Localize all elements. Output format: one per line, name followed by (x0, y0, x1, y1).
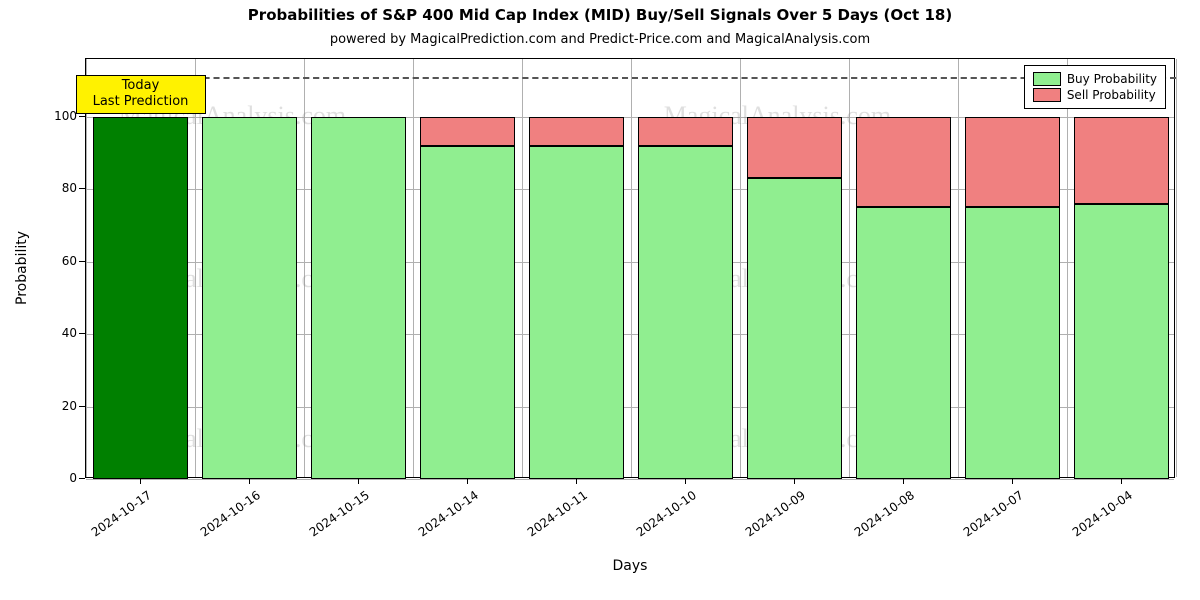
x-axis-label: Days (85, 558, 1175, 574)
y-tick-mark (79, 478, 85, 479)
legend-label: Buy Probability (1067, 72, 1157, 86)
chart-container: Probabilities of S&P 400 Mid Cap Index (… (0, 0, 1200, 600)
x-tick-label: 2024-10-04 (1048, 488, 1135, 555)
bar-buy (420, 146, 516, 479)
gridline-vertical (740, 59, 741, 477)
y-tick-label: 100 (45, 109, 77, 123)
y-tick-label: 80 (45, 181, 77, 195)
bar-sell (747, 117, 843, 179)
y-tick-label: 60 (45, 254, 77, 268)
x-tick-mark (794, 478, 795, 484)
legend-label: Sell Probability (1067, 88, 1156, 102)
x-tick-label: 2024-10-15 (285, 488, 372, 555)
x-tick-mark (576, 478, 577, 484)
x-tick-label: 2024-10-16 (176, 488, 263, 555)
x-tick-mark (358, 478, 359, 484)
y-tick-mark (79, 261, 85, 262)
bar-buy (202, 117, 298, 479)
today-callout: TodayLast Prediction (76, 75, 206, 114)
x-tick-mark (1121, 478, 1122, 484)
y-tick-mark (79, 188, 85, 189)
bar-buy (747, 178, 843, 479)
bar-buy (93, 117, 189, 479)
x-tick-mark (467, 478, 468, 484)
x-tick-label: 2024-10-11 (503, 488, 590, 555)
bar-sell (965, 117, 1061, 208)
x-tick-mark (685, 478, 686, 484)
gridline-vertical (849, 59, 850, 477)
legend-item: Sell Probability (1033, 88, 1157, 102)
chart-subtitle: powered by MagicalPrediction.com and Pre… (0, 32, 1200, 47)
y-tick-mark (79, 116, 85, 117)
gridline-vertical (631, 59, 632, 477)
legend-item: Buy Probability (1033, 72, 1157, 86)
gridline-vertical (522, 59, 523, 477)
x-tick-label: 2024-10-07 (939, 488, 1026, 555)
x-tick-mark (903, 478, 904, 484)
bar-sell (529, 117, 625, 146)
bar-buy (311, 117, 407, 479)
bar-buy (638, 146, 734, 479)
gridline-vertical (304, 59, 305, 477)
x-tick-label: 2024-10-14 (394, 488, 481, 555)
gridline-vertical (86, 59, 87, 477)
y-tick-label: 0 (45, 471, 77, 485)
legend-swatch (1033, 72, 1061, 86)
x-tick-mark (249, 478, 250, 484)
x-tick-mark (1012, 478, 1013, 484)
x-tick-label: 2024-10-08 (830, 488, 917, 555)
y-tick-mark (79, 333, 85, 334)
bar-buy (965, 207, 1061, 479)
gridline-vertical (195, 59, 196, 477)
bar-buy (856, 207, 952, 479)
gridline-vertical (1176, 59, 1177, 477)
plot-area: MagicalAnalysis.comMagicalAnalysis.comMa… (85, 58, 1175, 478)
gridline-vertical (1067, 59, 1068, 477)
gridline-vertical (413, 59, 414, 477)
x-tick-label: 2024-10-09 (721, 488, 808, 555)
x-tick-mark (140, 478, 141, 484)
bar-buy (529, 146, 625, 479)
y-axis-label: Probability (14, 231, 30, 305)
callout-line2: Last Prediction (83, 94, 199, 110)
y-tick-label: 20 (45, 399, 77, 413)
x-tick-label: 2024-10-17 (67, 488, 154, 555)
gridline-vertical (958, 59, 959, 477)
bar-sell (420, 117, 516, 146)
bar-sell (638, 117, 734, 146)
bar-sell (856, 117, 952, 208)
x-tick-label: 2024-10-10 (612, 488, 699, 555)
y-tick-label: 40 (45, 326, 77, 340)
bar-sell (1074, 117, 1170, 204)
bar-buy (1074, 204, 1170, 479)
chart-title: Probabilities of S&P 400 Mid Cap Index (… (0, 6, 1200, 24)
legend-swatch (1033, 88, 1061, 102)
legend: Buy Probability Sell Probability (1024, 65, 1166, 109)
y-tick-mark (79, 406, 85, 407)
callout-line1: Today (83, 78, 199, 94)
